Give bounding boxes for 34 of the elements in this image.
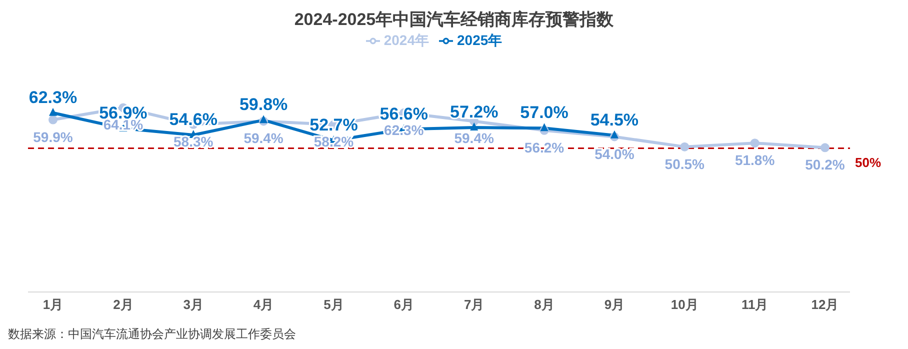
- x-tick-label: 2月: [113, 297, 134, 312]
- data-label: 54.6%: [169, 110, 218, 130]
- x-tick-label: 10月: [670, 297, 698, 312]
- chart-title: 2024-2025年中国汽车经销商库存预警指数: [293, 9, 615, 31]
- source-note: 数据来源：中国汽车流通协会产业协调发展工作委员会: [8, 326, 297, 343]
- legend-label: 2025年: [457, 32, 502, 48]
- x-tick-label: 12月: [811, 297, 839, 312]
- data-label: 59.9%: [33, 128, 74, 145]
- legend-label: 2024年: [384, 32, 429, 48]
- data-label: 57.2%: [450, 102, 498, 122]
- data-label: 57.0%: [520, 103, 568, 122]
- x-tick-label: 3月: [183, 297, 204, 312]
- x-tick-label: 9月: [604, 297, 625, 312]
- data-label: 52.7%: [310, 115, 358, 134]
- data-label: 51.8%: [734, 152, 776, 168]
- x-tick-label: 5月: [324, 297, 344, 312]
- x-tick-label: 6月: [394, 297, 414, 312]
- data-label: 58.3%: [174, 133, 214, 150]
- x-tick-label: 1月: [42, 297, 64, 312]
- ref-line-label: 50%: [855, 154, 882, 170]
- data-label: 54.5%: [590, 110, 639, 130]
- data-label: 56.6%: [380, 104, 428, 124]
- data-label: 50.2%: [805, 156, 846, 173]
- data-label: 59.4%: [454, 130, 494, 146]
- x-tick-label: 11月: [741, 297, 768, 312]
- x-tick-label: 7月: [464, 297, 484, 312]
- data-label: 59.4%: [244, 130, 284, 146]
- x-tick-label: 8月: [534, 297, 554, 312]
- data-label: 50.5%: [664, 156, 706, 172]
- data-label: 62.3%: [28, 88, 78, 107]
- data-label: 54.0%: [594, 146, 635, 162]
- data-label: 62.3%: [384, 122, 424, 138]
- data-label: 59.8%: [239, 95, 288, 114]
- x-tick-label: 4月: [253, 297, 274, 312]
